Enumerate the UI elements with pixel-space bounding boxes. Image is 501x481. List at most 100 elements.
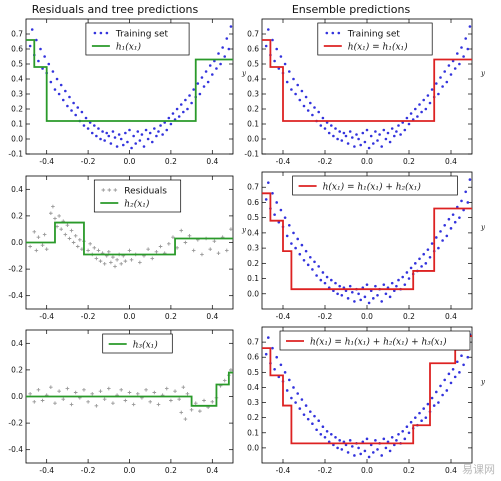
residual-point xyxy=(94,256,99,261)
training-point xyxy=(95,134,98,138)
training-point xyxy=(317,419,321,422)
training-point xyxy=(264,198,268,201)
training-point xyxy=(68,95,71,99)
residual-point xyxy=(86,400,90,404)
y-tick-label: 0.2 xyxy=(247,259,259,268)
residual-point xyxy=(61,397,66,401)
training-point xyxy=(460,46,463,49)
training-point xyxy=(374,284,377,288)
training-point xyxy=(460,199,463,203)
residual-point xyxy=(73,390,78,395)
training-point xyxy=(418,411,421,415)
residual-point xyxy=(154,250,159,254)
residual-point xyxy=(67,236,72,241)
training-point xyxy=(97,127,100,130)
x-tick-label: 0.2 xyxy=(165,312,177,321)
training-point xyxy=(321,271,325,274)
training-point xyxy=(309,255,312,259)
training-point xyxy=(311,268,314,271)
training-point xyxy=(418,103,421,106)
training-point xyxy=(225,37,229,40)
training-point xyxy=(409,266,413,270)
training-point xyxy=(359,452,363,456)
y-tick-label: 0.0 xyxy=(247,135,259,144)
residual-point xyxy=(183,417,188,421)
training-point xyxy=(302,104,306,108)
training-point xyxy=(323,436,327,439)
training-point xyxy=(346,297,350,300)
training-point xyxy=(306,109,310,112)
x-tick-label: 0.2 xyxy=(403,312,415,321)
training-point xyxy=(76,106,80,109)
training-point xyxy=(330,124,333,127)
training-point xyxy=(111,130,115,133)
training-point xyxy=(309,410,312,413)
residual-point xyxy=(73,234,78,238)
training-point xyxy=(468,178,472,181)
training-point xyxy=(300,89,304,93)
training-point xyxy=(103,139,106,142)
y-tick-label: 0.0 xyxy=(247,443,259,452)
y-tick-label: 0.2 xyxy=(11,211,23,220)
training-point xyxy=(136,130,140,133)
prediction-step-line xyxy=(262,192,472,291)
training-point xyxy=(126,140,129,144)
training-point xyxy=(363,295,367,299)
y-tick-label: 0.0 xyxy=(11,392,23,401)
training-point xyxy=(59,83,63,87)
training-point xyxy=(321,116,325,120)
training-point xyxy=(330,278,333,282)
training-point xyxy=(206,80,210,84)
legend-point-swatch xyxy=(331,31,335,35)
residual-point xyxy=(102,261,107,266)
training-point xyxy=(80,110,84,114)
training-point xyxy=(55,77,59,81)
training-point xyxy=(435,82,438,85)
legend-label: h(x₁) = h₁(x₁) xyxy=(348,42,408,53)
training-point xyxy=(313,260,316,264)
training-point xyxy=(439,76,442,79)
training-point xyxy=(338,439,342,442)
x-tick-label: -0.2 xyxy=(318,466,333,475)
training-point xyxy=(290,88,293,91)
training-point xyxy=(70,109,73,112)
subplot-row3-left: -0.4 -0.2 0.0 0.2 0.4 -0.4 -0.2 0.0 0.2 0.4 h₃(x₁) xyxy=(8,329,234,475)
training-point xyxy=(157,130,160,133)
x-tick-label: -0.4 xyxy=(39,312,54,321)
training-point xyxy=(447,217,451,221)
training-point xyxy=(294,92,297,96)
legend-point-swatch xyxy=(99,31,103,35)
training-point xyxy=(380,145,384,148)
training-point xyxy=(441,239,444,242)
training-point xyxy=(302,258,306,262)
training-point xyxy=(384,137,388,141)
training-point xyxy=(271,38,274,42)
training-point xyxy=(313,414,316,418)
training-point xyxy=(414,416,417,419)
residual-point xyxy=(34,248,39,253)
training-point xyxy=(353,454,356,457)
training-point xyxy=(422,407,426,410)
y-tick-label: 0.7 xyxy=(247,30,259,39)
training-point xyxy=(327,131,331,135)
training-point xyxy=(43,55,46,58)
training-point xyxy=(72,101,75,105)
training-point xyxy=(192,88,195,91)
training-point xyxy=(138,139,142,142)
residual-point xyxy=(113,264,117,269)
residual-point xyxy=(53,216,57,221)
training-point xyxy=(298,98,302,102)
residual-point xyxy=(177,397,181,401)
training-point xyxy=(378,133,381,136)
residual-point xyxy=(90,392,95,396)
training-point xyxy=(39,47,42,51)
subplot-row2-right: -0.4 -0.2 0.0 0.2 0.4 0.0 0.1 0.2 0.3 0.4 0.5 0.6 0.… xyxy=(247,171,486,321)
training-point xyxy=(275,201,279,204)
y-tick-label: 0.4 xyxy=(11,339,23,348)
training-point xyxy=(443,378,447,382)
training-point xyxy=(405,425,409,429)
training-point xyxy=(336,137,339,141)
training-point xyxy=(267,28,270,31)
subplot-row2-left: -0.4 -0.2 0.0 0.2 0.4 -0.4 -0.2 0.0 0.2 0.4 y Resid… xyxy=(8,175,247,321)
prediction-step-line xyxy=(26,221,233,256)
